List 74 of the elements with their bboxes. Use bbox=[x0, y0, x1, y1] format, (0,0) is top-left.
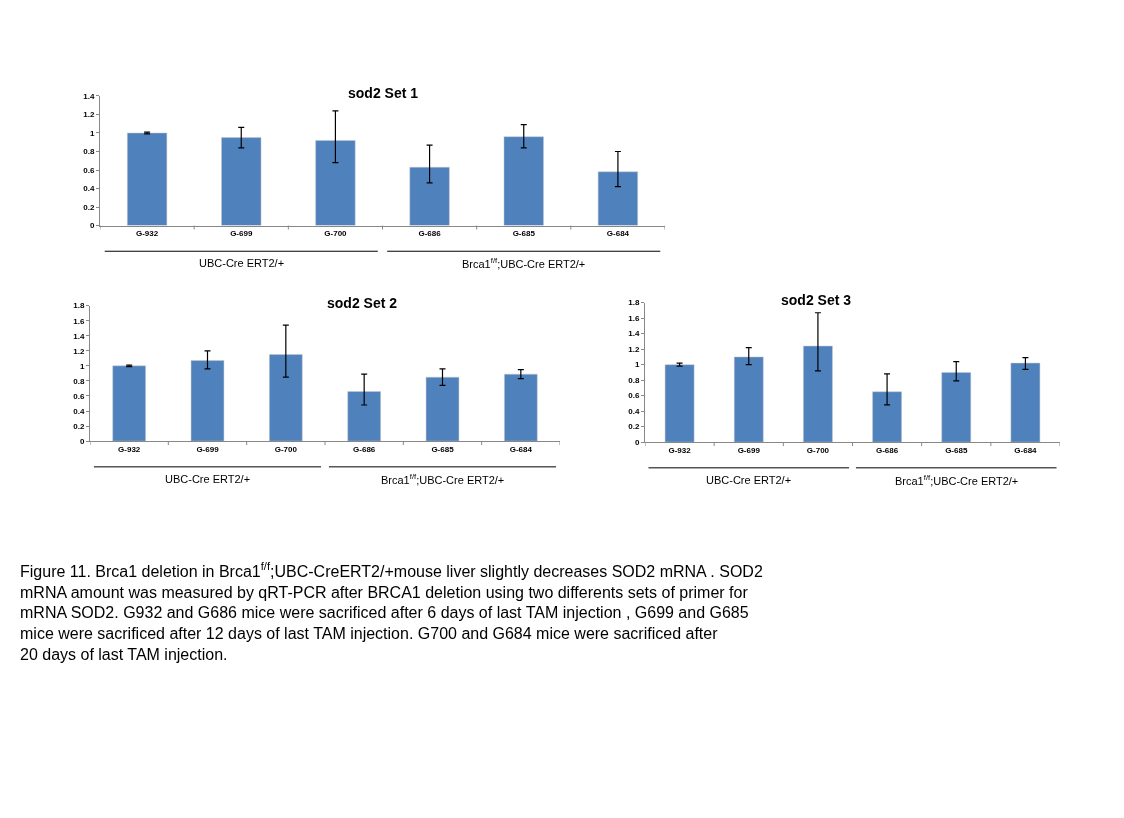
y-tick-label: 1.8 bbox=[628, 298, 640, 308]
bar bbox=[409, 166, 450, 226]
y-tick-label: 0.8 bbox=[628, 375, 640, 385]
bar bbox=[425, 376, 460, 442]
x-tick-label: G-932 bbox=[668, 445, 692, 455]
x-tick-label: G-932 bbox=[118, 444, 141, 454]
x-tick-label: G-686 bbox=[353, 444, 376, 454]
bar bbox=[221, 137, 262, 226]
bar bbox=[733, 356, 764, 443]
y-tick-label: 1 bbox=[89, 128, 95, 138]
x-tick-label: G-686 bbox=[875, 445, 899, 455]
y-tick-label: 1 bbox=[79, 361, 85, 371]
bar bbox=[941, 372, 972, 443]
y-tick-label: 0 bbox=[634, 437, 640, 447]
bar bbox=[127, 132, 168, 226]
bar bbox=[803, 345, 833, 443]
text: Brca1$^{f/f}$;UBC-Cre ERT2/+ bbox=[462, 256, 586, 270]
x-tick-label: G-700 bbox=[806, 445, 830, 455]
text: UBC-Cre ERT2/+ bbox=[199, 257, 285, 269]
bar bbox=[347, 391, 381, 442]
text: UBC-Cre ERT2/+ bbox=[165, 473, 251, 485]
text: UBC-Cre ERT2/+ bbox=[706, 474, 792, 486]
x-tick-label: G-699 bbox=[196, 444, 220, 454]
bar bbox=[872, 391, 902, 443]
x-tick-label: G-699 bbox=[737, 445, 761, 455]
bar bbox=[597, 171, 638, 226]
bar bbox=[190, 360, 225, 442]
x-tick-label: G-685 bbox=[431, 444, 455, 454]
bar bbox=[503, 136, 544, 226]
x-tick-label: G-932 bbox=[135, 229, 159, 239]
caption: Figure 11. Brca1 deletion in Brca1$^{f/f}$;UBC-CreERT2/+mouse liver slightly decreases SOD2 mRNA . SOD2 mRNA amount was measured by qRT-PCR after BRCA1 deletion using two differents sets of primer for mRNA SOD2. G932 and G686 mice were sacrificed after 6 days of last TAM injection , G699 and G685 mice were sacrificed after 12 days of last TAM injection. G700 and G684 mice were sacrificed after 20 days of last TAM injection. bbox=[20, 560, 763, 663]
text: Brca1$^{f/f}$;UBC-Cre ERT2/+ bbox=[895, 473, 1019, 487]
x-tick-label: G-684 bbox=[509, 444, 533, 454]
text: Brca1$^{f/f}$;UBC-Cre ERT2/+ bbox=[381, 472, 505, 486]
y-tick-label: 0 bbox=[79, 436, 85, 446]
y-tick-label: 1.4 bbox=[83, 91, 95, 101]
x-tick-label: G-700 bbox=[274, 444, 298, 454]
x-tick-label: G-685 bbox=[945, 445, 968, 455]
y-tick-label: 1 bbox=[634, 360, 640, 370]
chart-title: sod2 Set 3 bbox=[781, 292, 852, 308]
x-tick-label: G-684 bbox=[1014, 445, 1038, 455]
y-tick-label: 1.2 bbox=[73, 346, 85, 356]
y-tick-label: 1.2 bbox=[83, 110, 95, 120]
y-tick-label: 1.4 bbox=[628, 329, 640, 339]
y-tick-label: 1.6 bbox=[628, 313, 640, 323]
bar bbox=[664, 364, 695, 443]
x-tick-label: G-685 bbox=[512, 229, 536, 239]
y-tick-label: 1.6 bbox=[73, 316, 85, 326]
y-tick-label: 1.2 bbox=[628, 344, 640, 354]
y-tick-label: 0.2 bbox=[628, 422, 640, 432]
bar bbox=[1010, 362, 1041, 443]
y-tick-label: 0.2 bbox=[73, 421, 85, 431]
y-tick-label: 0 bbox=[89, 221, 95, 231]
bar bbox=[315, 140, 356, 226]
chart-title: sod2 Set 1 bbox=[348, 85, 419, 101]
y-tick-label: 0.8 bbox=[73, 376, 85, 386]
bar bbox=[504, 373, 538, 442]
x-tick-label: G-699 bbox=[230, 229, 253, 239]
y-tick-label: 1.4 bbox=[73, 331, 85, 341]
y-tick-label: 0.4 bbox=[628, 406, 640, 416]
bar bbox=[269, 354, 303, 442]
y-tick-label: 0.4 bbox=[83, 184, 95, 194]
y-tick-label: 1.8 bbox=[73, 301, 85, 311]
y-tick-label: 0.6 bbox=[73, 391, 85, 401]
y-tick-label: 0.6 bbox=[83, 165, 95, 175]
chart-title: sod2 Set 2 bbox=[327, 295, 398, 311]
y-tick-label: 0.4 bbox=[73, 406, 85, 416]
y-tick-label: 0.6 bbox=[628, 391, 640, 401]
x-tick-label: G-700 bbox=[324, 229, 348, 239]
bar bbox=[112, 365, 146, 442]
y-tick-label: 0.2 bbox=[83, 202, 95, 212]
y-tick-label: 0.8 bbox=[83, 147, 95, 157]
x-tick-label: G-686 bbox=[418, 229, 442, 239]
x-tick-label: G-684 bbox=[606, 229, 630, 239]
